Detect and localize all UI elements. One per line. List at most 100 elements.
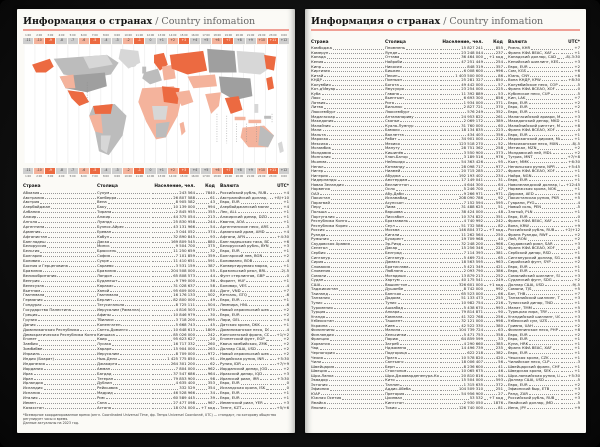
cell-population: 332 529	[179, 386, 195, 391]
cell-currency: Суданский фунт, SDG	[508, 278, 552, 283]
cell-utc: +3	[574, 314, 580, 319]
cell-capital: Париж	[385, 337, 399, 342]
table-row: Камерун Яунде 23 248 044 237 Франк КФА BEAC,…	[311, 51, 580, 56]
tz-offset-cell: +11	[267, 168, 278, 174]
cell-population: 65 523 000	[461, 291, 483, 296]
cell-utc: +7	[283, 288, 289, 293]
cell-utc: +8	[574, 328, 580, 333]
cell-capital: Буэнос-Айрес	[97, 224, 125, 229]
cell-code: 1809	[205, 327, 215, 332]
cell-currency: Сирийский фунт, SYP	[508, 260, 551, 265]
cell-utc: +3	[283, 244, 289, 249]
cell-currency: Евро, EUR	[508, 350, 528, 355]
cell-population: 3 044 052	[175, 229, 195, 234]
table-row: Филиппины Манила 104 739 724 63 Филиппинское…	[311, 328, 580, 333]
table-row: Грузия Тбилиси 3 718 200 995 Лари, GEL +4	[23, 317, 289, 322]
cell-capital: Амман	[97, 366, 111, 371]
col-header-capital: Столица	[385, 40, 406, 45]
table-row: Сенегал Дакар 15 256 346 221 Франк КФА BCEAO…	[311, 246, 580, 251]
table-row: Финляндия Хельсинки 5 471 753 358 Евро, EUR +…	[311, 332, 580, 337]
cell-utc: -5	[576, 378, 580, 383]
cell-currency: Швейцарский франк, CHF	[508, 364, 560, 369]
cell-country: Парагвай	[311, 200, 330, 205]
tz-time-label: 19:00	[224, 174, 233, 178]
cell-utc: +3:30	[277, 376, 289, 381]
cell-code: 263	[207, 347, 215, 352]
cell-population: 60 589 445	[173, 396, 195, 401]
cell-currency: Аргентинское песо, ARS	[220, 224, 269, 229]
cell-code: 1876	[493, 401, 503, 405]
cell-population: 54 956 900	[461, 391, 483, 396]
cell-currency: Иранский риал, IRR	[220, 376, 260, 381]
cell-currency: Австралийский доллар, AUD	[220, 195, 269, 200]
tz-offset-cell: -11	[23, 168, 34, 174]
cell-country: Италия	[23, 396, 38, 401]
table-row: Швеция Стокгольм 10 065 675 46 Шведская крон…	[311, 369, 580, 374]
cell-currency: Бразильский реал, BRL	[220, 268, 267, 273]
cell-code: 57	[498, 82, 503, 87]
cell-population: 192 193 402	[458, 173, 483, 178]
cell-utc: +4:30	[277, 234, 289, 239]
cell-currency: Франк КФА BCEAO, XOF	[508, 87, 555, 92]
cell-utc: +8	[574, 123, 580, 128]
cell-country: Македония	[311, 119, 334, 124]
cell-code: 52	[498, 141, 503, 146]
cell-capital: Пномпень	[385, 46, 406, 51]
table-row: Судан Хартум 40 175 541 249 Суданский фунт, …	[311, 278, 580, 283]
tz-offset-cell: +2	[167, 38, 178, 44]
cell-code: 98	[210, 376, 215, 381]
cell-utc: 0	[577, 214, 580, 219]
cell-currency: Евро, EUR	[220, 312, 240, 317]
cell-population: 36 464 000	[461, 55, 483, 60]
cell-population: 2 827 721	[463, 105, 483, 110]
tz-offset-cell: -8	[56, 38, 67, 44]
cell-code: 386	[495, 269, 503, 274]
cell-utc: +6	[283, 239, 289, 244]
cell-country: Грузия	[23, 317, 37, 322]
cell-code: 593	[495, 378, 503, 383]
cell-code: 63	[498, 328, 503, 333]
cell-code: 355	[207, 210, 215, 215]
table-row: Гватемала Гватемала 16 176 133 502 Кетсаль, …	[23, 293, 289, 298]
cell-currency: Евро, EUR	[220, 298, 240, 303]
table-row: ЮАР Претория 54 956 900 27 Ранд, ZAR +2	[311, 392, 580, 397]
cell-country: Литва	[311, 105, 324, 110]
cell-code: 261	[495, 114, 503, 119]
cell-country: Ирландия	[23, 381, 43, 386]
cell-utc: +2	[574, 100, 580, 105]
tz-offset-cell: +8	[234, 38, 245, 44]
cell-currency: Евро, EUR	[508, 110, 528, 114]
cell-currency: Молдавский лей, MDL	[508, 150, 552, 155]
cell-utc: -4	[285, 327, 289, 332]
cell-utc: +5:30	[568, 373, 580, 378]
cell-country: Новая Зеландия	[311, 182, 344, 187]
cell-utc: +2	[283, 366, 289, 371]
cell-utc: +1	[283, 391, 289, 396]
cell-capital: Душанбе	[385, 287, 404, 292]
cell-country: Камбоджа	[311, 46, 332, 51]
cell-utc: -4	[285, 259, 289, 264]
cell-code: 380	[495, 323, 503, 328]
table-row: Молдавия Кишинёв 3 550 900 373 Молдавский ле…	[311, 151, 580, 156]
cell-utc: +2	[283, 312, 289, 317]
cell-utc: -3	[285, 224, 289, 229]
cell-utc: +1	[283, 220, 289, 225]
table-row: Аргентина Буэнос-Айрес 43 131 966 54 Аргенти…	[23, 224, 289, 229]
cell-population: 79 853 900	[173, 376, 195, 381]
cell-code: 213	[207, 215, 215, 220]
cell-country: Канада	[311, 55, 326, 60]
cell-capital: Лиссабон	[385, 214, 404, 219]
cell-code: 40	[498, 237, 503, 242]
cell-code: 237	[495, 50, 503, 55]
cell-code: 971	[495, 191, 503, 196]
table-row: Дания Копенгаген 5 668 743 45 Датская крона,…	[23, 322, 289, 327]
cell-utc: -4	[285, 283, 289, 288]
cell-country: Кения	[311, 59, 324, 64]
utc-footnote: *Всемирное координированное время (англ.…	[23, 413, 289, 426]
table-row: Танзания Додома 51 133 473 255 Танзанийский …	[311, 296, 580, 301]
cell-code: 234	[495, 173, 503, 178]
cell-code: 250	[495, 232, 503, 237]
cell-code: 382	[495, 350, 503, 355]
cell-country: Австралия	[23, 195, 45, 200]
